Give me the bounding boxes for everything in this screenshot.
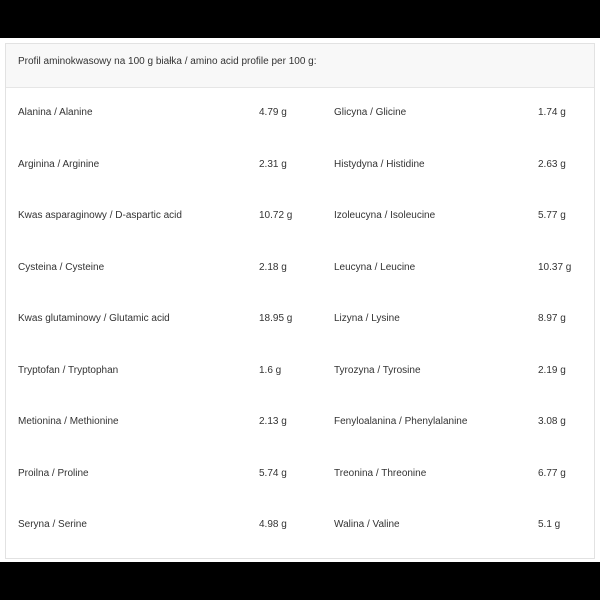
amino-amount: 5.1 g <box>538 519 561 530</box>
amino-name: Izoleucyna / Isoleucine <box>334 210 436 221</box>
amino-amount: 4.98 g <box>259 519 287 530</box>
amino-amount: 1.74 g <box>538 107 566 118</box>
amino-amount: 2.19 g <box>538 364 566 376</box>
amino-name: Arginina / Arginine <box>18 158 100 170</box>
amino-table: Profil aminokwasowy na 100 g białka / am… <box>5 43 595 559</box>
table-caption: Profil aminokwasowy na 100 g białka / am… <box>18 56 317 67</box>
amino-name: Treonina / Threonine <box>334 467 427 479</box>
amino-name: Cysteina / Cysteine <box>18 261 105 273</box>
amino-name: Glicyna / Glicine <box>334 107 407 118</box>
amino-name: Walina / Valine <box>334 519 400 530</box>
amino-amount: 8.97 g <box>538 313 566 324</box>
amino-name: Kwas asparaginowy / D-aspartic acid <box>18 210 182 221</box>
table-header: Profil aminokwasowy na 100 g białka / am… <box>6 44 594 88</box>
amino-amount: 5.77 g <box>538 210 566 221</box>
amino-name: Metionina / Methionine <box>18 416 119 427</box>
amino-name: Tryptofan / Tryptophan <box>18 364 119 376</box>
amino-amount: 1.6 g <box>259 364 282 376</box>
amino-amount: 10.37 g <box>538 261 572 273</box>
amino-name: Kwas glutaminowy / Glutamic acid <box>18 313 170 324</box>
amino-amount: 5.74 g <box>259 467 287 479</box>
amino-amount: 2.13 g <box>259 416 287 427</box>
amino-amount: 2.31 g <box>259 158 287 170</box>
sheet: Profil aminokwasowy na 100 g białka / am… <box>0 38 600 562</box>
amino-amount: 2.18 g <box>259 261 287 273</box>
amino-amount: 6.77 g <box>538 467 566 479</box>
amino-amount: 4.79 g <box>259 107 287 118</box>
amino-name: Lizyna / Lysine <box>334 313 400 324</box>
amino-amount: 2.63 g <box>538 158 566 170</box>
amino-name: Proilna / Proline <box>18 467 89 479</box>
amino-amount: 10.72 g <box>259 210 293 221</box>
amino-amount: 18.95 g <box>259 313 293 324</box>
amino-amount: 3.08 g <box>538 416 566 427</box>
amino-name: Histydyna / Histidine <box>334 158 425 170</box>
amino-name: Leucyna / Leucine <box>334 261 416 273</box>
amino-name: Seryna / Serine <box>18 519 87 530</box>
amino-name: Fenyloalanina / Phenylalanine <box>334 416 468 427</box>
amino-name: Alanina / Alanine <box>18 107 93 118</box>
amino-name: Tyrozyna / Tyrosine <box>334 364 421 376</box>
